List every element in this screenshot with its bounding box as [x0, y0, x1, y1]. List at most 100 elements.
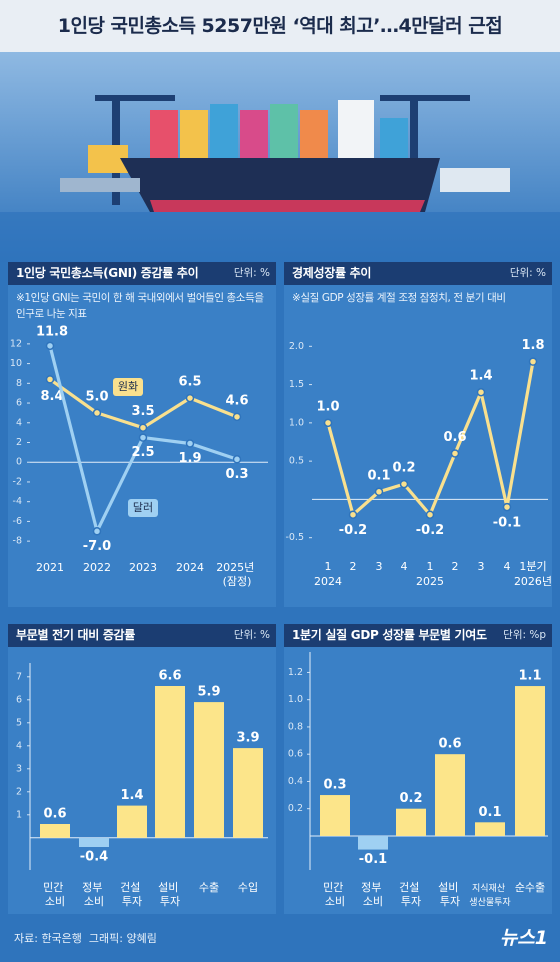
value-label: -0.1: [493, 516, 521, 531]
bar: [233, 748, 263, 838]
pier-building: [440, 168, 510, 192]
y-tick-label: 0.5: [289, 456, 304, 467]
data-point: [185, 439, 195, 448]
x-tick-label: 2025년 (잠정): [216, 561, 258, 588]
data-point: [232, 455, 242, 464]
panel-header: [284, 262, 552, 285]
container: [150, 110, 178, 158]
value-label: 0.2: [399, 791, 422, 806]
crane: [95, 95, 175, 101]
unit-label: 단위: %p: [503, 629, 546, 641]
x-group-label: 2026년: [514, 575, 552, 588]
data-point: [528, 357, 538, 366]
y-tick-label: 5: [16, 717, 22, 728]
value-label: 1.0: [316, 399, 339, 414]
crane: [380, 95, 470, 101]
bar: [155, 686, 185, 838]
y-tick-label: 8: [16, 378, 22, 389]
chart-title: 1인당 국민총소득(GNI) 증감률 추이: [16, 266, 199, 280]
data-point: [323, 418, 333, 428]
value-label: 0.3: [225, 467, 248, 482]
y-tick-label: 2.0: [289, 341, 304, 352]
crane: [410, 95, 418, 205]
chart-note: ※실질 GDP 성장률 계절 조정 잠정치, 전 분기 대비: [292, 292, 506, 304]
y-tick-label: 2: [16, 786, 22, 797]
bar: [515, 686, 545, 836]
panel: [284, 624, 552, 914]
value-label: 5.9: [197, 685, 220, 700]
page-title: 1인당 국민총소득 5257만원 ‘역대 최고’…4만달러 근접: [57, 15, 503, 37]
data-point: [374, 487, 384, 497]
y-tick-label: 1.0: [289, 417, 304, 428]
data-point: [476, 387, 486, 397]
y-tick-label: -0.5: [285, 532, 304, 543]
data-point: [45, 375, 55, 384]
data-point: [450, 449, 460, 458]
x-tick-label: 4: [401, 560, 408, 573]
y-tick-label: 4: [16, 740, 22, 751]
x-tick-label: 3: [376, 560, 383, 573]
value-label: 1.4: [120, 788, 143, 803]
value-label: 0.1: [367, 468, 390, 483]
y-tick-label: 0.2: [288, 803, 303, 814]
panel-header: [8, 262, 276, 285]
x-tick-label: 수출: [199, 881, 219, 894]
y-tick-label: -8: [13, 536, 22, 547]
value-label: 1.9: [178, 451, 201, 466]
legend-swatch: [128, 499, 158, 517]
ship-illustration: [0, 95, 560, 262]
data-point: [45, 341, 55, 351]
value-label: 6.5: [178, 375, 201, 390]
title-band: [0, 0, 560, 52]
x-tick-label: 2: [350, 560, 357, 573]
panel-header: [8, 624, 276, 647]
unit-label: 단위: %: [233, 629, 270, 641]
bar: [435, 754, 465, 836]
value-label: 1.8: [521, 338, 544, 353]
x-group-label: 2024: [314, 575, 342, 588]
y-tick-label: 0.4: [288, 776, 303, 787]
container: [270, 104, 298, 158]
x-tick-label: 2: [452, 560, 459, 573]
bar: [320, 795, 350, 836]
x-tick-label: 설비 투자: [158, 881, 182, 908]
value-label: 11.8: [36, 324, 68, 339]
value-label: 6.6: [158, 669, 181, 684]
x-tick-label: 2022: [83, 561, 111, 574]
x-tick-label: 정부 소비: [82, 881, 106, 908]
y-tick-label: 12: [10, 338, 22, 349]
value-label: 0.6: [443, 430, 466, 445]
value-label: 0.1: [478, 805, 501, 820]
value-label: 0.6: [43, 807, 66, 822]
value-label: 3.9: [236, 731, 259, 746]
value-label: 8.4: [40, 389, 63, 404]
x-tick-label: 수입: [238, 881, 258, 894]
bar: [194, 702, 224, 838]
container: [380, 118, 408, 158]
data-point: [185, 393, 195, 403]
x-tick-label: 건설 투자: [120, 881, 144, 908]
bar: [117, 805, 147, 838]
y-tick-label: 3: [16, 763, 22, 774]
bar: [358, 835, 388, 850]
y-tick-label: -2: [13, 476, 22, 487]
x-tick-label: 3: [478, 560, 485, 573]
x-tick-label: 정부 소비: [361, 881, 385, 908]
y-tick-label: 6: [16, 398, 22, 409]
value-label: -0.2: [339, 523, 367, 538]
value-label: -7.0: [83, 539, 111, 554]
y-tick-label: 1.0: [288, 694, 303, 705]
value-label: -0.1: [359, 852, 387, 867]
bar: [40, 824, 70, 838]
bridge: [338, 100, 374, 158]
data-point: [92, 527, 102, 536]
x-tick-label: 4: [504, 560, 511, 573]
y-tick-label: 1.5: [289, 379, 304, 390]
y-tick-label: -6: [13, 516, 22, 527]
panel: [284, 262, 552, 607]
y-tick-label: 1: [16, 809, 22, 820]
y-tick-label: 0: [16, 457, 22, 468]
data-point: [92, 408, 102, 418]
data-point: [399, 479, 409, 489]
